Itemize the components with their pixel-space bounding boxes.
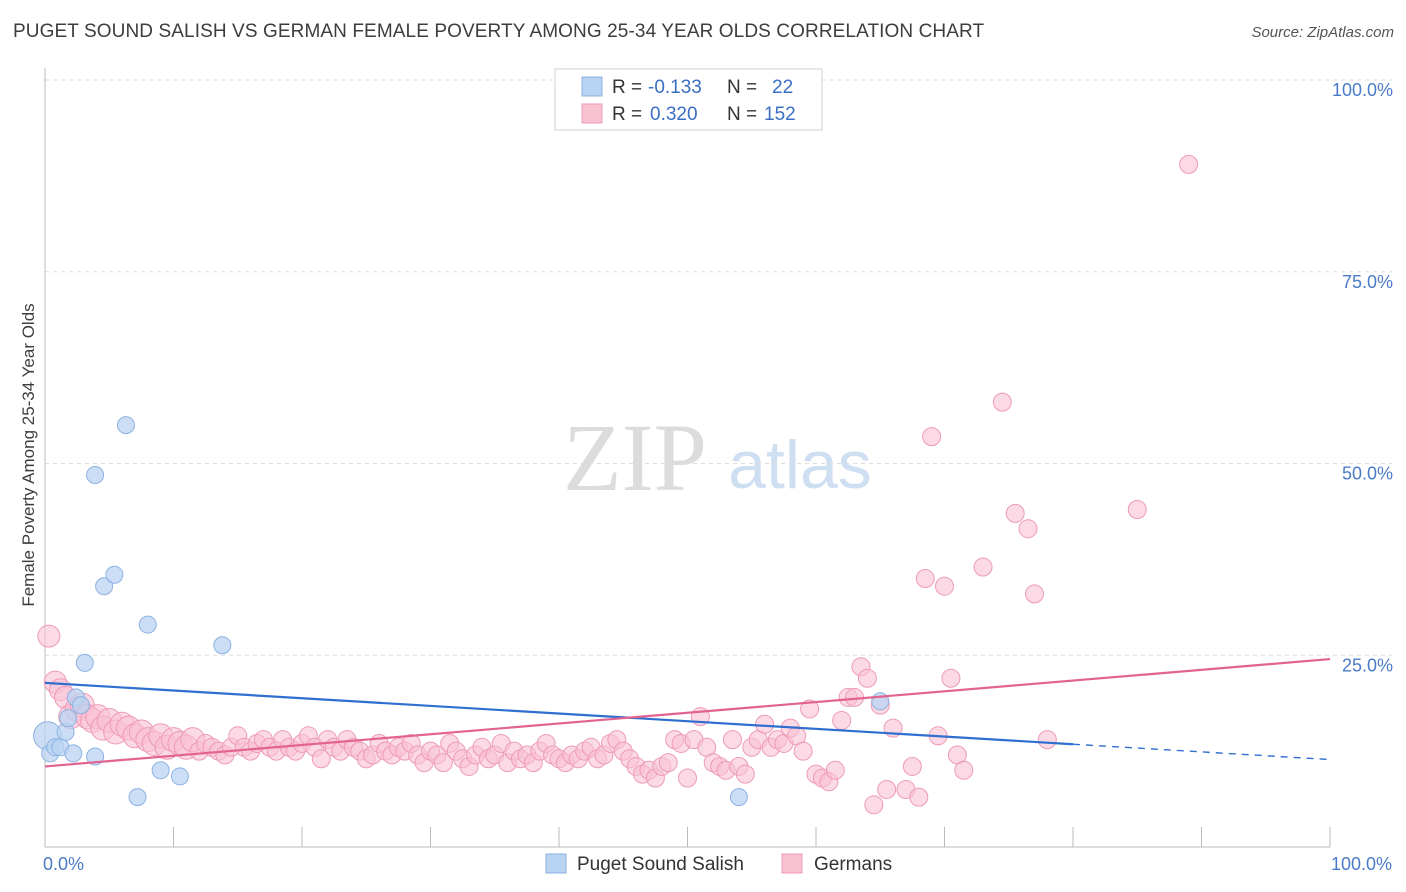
- legend-bottom-swatch-blue: [545, 853, 567, 874]
- germans-point: [755, 714, 775, 734]
- legend-swatch-pink: [581, 103, 603, 124]
- germans-point: [954, 760, 974, 780]
- y-axis-title: Female Poverty Among 25-34 Year Olds: [19, 303, 38, 606]
- legend-n-label: N =: [727, 104, 757, 125]
- legend-stats: R = -0.133 N = 22 R = 0.320 N = 152: [554, 68, 823, 131]
- puget-sound-salish-point: [138, 615, 157, 634]
- puget-sound-salish-point: [116, 416, 135, 435]
- y-tick-label: 100.0%: [1332, 80, 1393, 100]
- germans-point: [658, 753, 678, 773]
- legend-bottom-label-blue: Puget Sound Salish: [577, 854, 744, 875]
- y-tick-label: 50.0%: [1342, 464, 1393, 484]
- legend-r-value: 0.320: [650, 104, 698, 125]
- puget-sound-salish-point: [86, 466, 105, 485]
- germans-point: [915, 569, 935, 589]
- puget-sound-salish-point: [213, 636, 232, 655]
- legend-bottom: Puget Sound Salish Germans: [545, 853, 892, 875]
- germans-point: [941, 668, 961, 688]
- legend-n-value: 152: [764, 104, 796, 125]
- germans-point: [1127, 500, 1147, 520]
- legend-n-value: 22: [772, 77, 793, 98]
- germans-point: [935, 576, 954, 596]
- germans-point: [973, 557, 993, 577]
- puget-sound-salish-point: [86, 747, 105, 766]
- germans-trendline: [44, 657, 1331, 768]
- germans-point: [37, 624, 61, 648]
- legend-swatch-blue: [581, 76, 603, 97]
- puget-sound-salish-trendline: [44, 681, 1074, 746]
- germans-point: [1024, 584, 1044, 604]
- germans-point: [992, 392, 1012, 412]
- puget-sound-salish-point: [64, 744, 83, 763]
- legend-n-label: N =: [727, 77, 757, 98]
- germans-point: [433, 753, 453, 773]
- puget-sound-salish-point: [75, 653, 94, 672]
- puget-sound-salish-trendline-extension: [1072, 743, 1331, 761]
- germans-point: [902, 756, 922, 776]
- germans-point: [857, 668, 877, 688]
- puget-sound-salish-point: [128, 788, 147, 807]
- legend-r-value: -0.133: [648, 77, 702, 98]
- puget-sound-salish-point: [105, 565, 124, 584]
- puget-sound-salish-point: [59, 709, 78, 728]
- germans-point: [1005, 503, 1025, 523]
- germans-point: [877, 779, 897, 799]
- legend-r-label: R =: [612, 77, 642, 98]
- puget-sound-salish-point: [729, 788, 748, 807]
- germans-point: [909, 787, 929, 807]
- watermark-atlas: atlas: [728, 427, 872, 503]
- x-tick-label: 0.0%: [43, 854, 84, 874]
- legend-bottom-swatch-pink: [781, 853, 803, 874]
- germans-point: [1018, 519, 1038, 539]
- puget-sound-salish-point: [170, 767, 189, 786]
- germans-point: [922, 427, 942, 447]
- puget-sound-salish-point: [95, 577, 114, 596]
- germans-point: [800, 699, 820, 719]
- y-tick-label: 75.0%: [1342, 272, 1393, 292]
- x-tick-label: 100.0%: [1331, 854, 1392, 874]
- germans-point: [793, 741, 813, 761]
- germans-point: [1179, 154, 1199, 174]
- legend-bottom-label-pink: Germans: [814, 854, 892, 875]
- germans-point: [735, 764, 755, 784]
- germans-point: [678, 768, 697, 788]
- puget-sound-salish-point: [71, 696, 90, 715]
- watermark-zip: ZIP: [563, 404, 707, 511]
- germans-point: [311, 749, 331, 769]
- germans-point: [722, 730, 742, 750]
- germans-point: [1037, 730, 1057, 750]
- chart-title: PUGET SOUND SALISH VS GERMAN FEMALE POVE…: [13, 21, 985, 42]
- germans-point: [864, 795, 884, 815]
- germans-point: [825, 760, 845, 780]
- chart-source: Source: ZipAtlas.com: [1251, 24, 1394, 41]
- puget-sound-salish-point: [151, 761, 170, 780]
- germans-point: [832, 710, 852, 730]
- legend-r-label: R =: [612, 104, 642, 125]
- y-tick-label: 25.0%: [1342, 655, 1393, 675]
